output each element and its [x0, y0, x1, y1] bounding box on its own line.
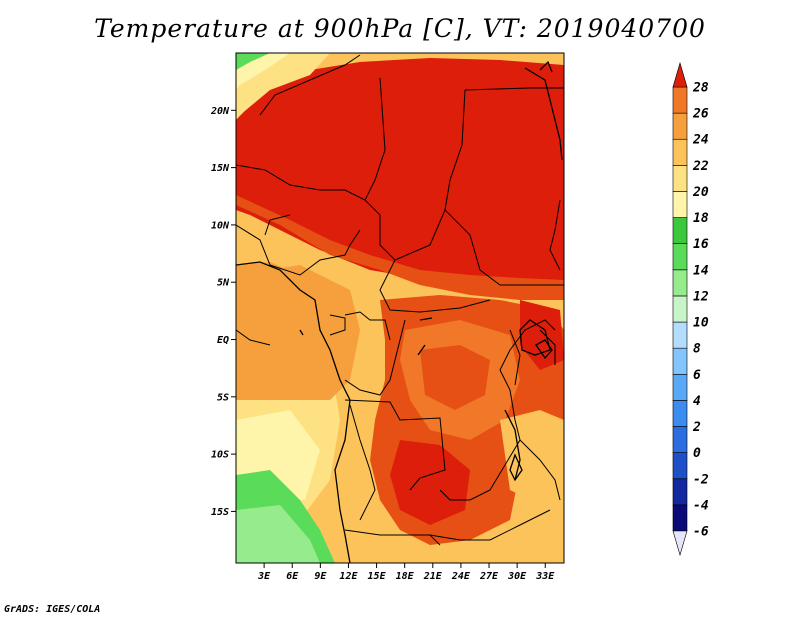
colorbar-swatch: [672, 478, 688, 506]
lon-tick-label: 24E: [451, 571, 471, 582]
lon-tick-label: 6E: [286, 571, 299, 582]
colorbar-swatch: [672, 321, 688, 349]
colorbar-label: 22: [692, 159, 709, 174]
colorbar-swatch: [672, 86, 688, 114]
colorbar-label: 14: [693, 263, 709, 278]
lat-tick-label: 15N: [211, 163, 230, 174]
colorbar-swatch: [672, 191, 688, 218]
colorbar-swatch: [672, 295, 688, 323]
lon-tick-label: 9E: [314, 571, 327, 582]
lat-tick-label: 5N: [217, 278, 230, 289]
colorbar-label: 2: [692, 420, 701, 435]
colorbar-label: 6: [693, 368, 701, 383]
grads-credit: GrADS: IGES/COLA: [4, 604, 101, 615]
colorbar-swatch: [672, 112, 688, 140]
colorbar-low-triangle: [672, 530, 688, 557]
map-frame: [235, 52, 565, 564]
colorbar-swatch: [672, 217, 688, 245]
latitude-ticks: 20N 15N 10N 5N EQ 5S 10S 15S: [210, 106, 236, 518]
coastlines: [236, 60, 563, 563]
lon-tick-label: 15E: [368, 571, 387, 582]
lon-tick-label: 3E: [257, 571, 271, 582]
longitude-ticks: 3E 6E 9E 12E 15E 18E 21E 24E 27E 30E 33E: [257, 563, 555, 582]
lat-tick-label: 10S: [211, 450, 229, 461]
colorbar-swatch: [672, 347, 688, 375]
temperature-field: [236, 53, 564, 563]
colorbar-high-triangle: [672, 61, 688, 88]
colorbar-swatch: [672, 138, 688, 166]
lat-tick-label: 20N: [210, 106, 230, 117]
colorbar-swatch: [672, 165, 688, 192]
colorbar-label: 12: [693, 289, 709, 304]
lon-tick-label: 18E: [396, 571, 415, 582]
lon-tick-label: 21E: [423, 571, 443, 582]
colorbar-swatch: [672, 243, 688, 271]
lon-tick-label: 12E: [339, 571, 358, 582]
colorbar-swatch: [672, 452, 688, 480]
colorbar-swatch: [672, 400, 688, 427]
lat-tick-label: 15S: [211, 507, 229, 518]
colorbar-swatch: [672, 269, 688, 297]
lat-tick-label: EQ: [217, 335, 229, 346]
colorbar-swatch: [672, 504, 688, 532]
colorbar-label: 8: [693, 342, 701, 357]
colorbar-label: 24: [692, 133, 709, 148]
colorbar-label: 28: [692, 81, 709, 96]
lon-tick-label: 27E: [479, 571, 499, 582]
colorbar-label: 0: [693, 446, 701, 461]
colorbar-label: -4: [693, 498, 709, 513]
colorbar-label: 26: [692, 107, 709, 122]
country-boundaries: [236, 54, 564, 546]
colorbar-label: 18: [693, 211, 709, 226]
colorbar-label: -6: [693, 525, 709, 540]
colorbar-swatch: [672, 426, 688, 453]
colorbar-label: -2: [693, 472, 709, 487]
colorbar-swatch: [672, 373, 688, 401]
lat-tick-label: 10N: [211, 220, 230, 231]
colorbar-label: 4: [693, 394, 701, 409]
lat-tick-label: 5S: [217, 392, 229, 403]
map-title: Temperature at 900hPa [C], VT: 201904070…: [94, 14, 706, 43]
lon-tick-label: 33E: [535, 571, 555, 582]
colorbar-label: 20: [692, 185, 709, 200]
colorbar-label: 10: [693, 316, 709, 331]
colorbar-label: 16: [693, 237, 709, 252]
lon-tick-label: 30E: [507, 571, 527, 582]
